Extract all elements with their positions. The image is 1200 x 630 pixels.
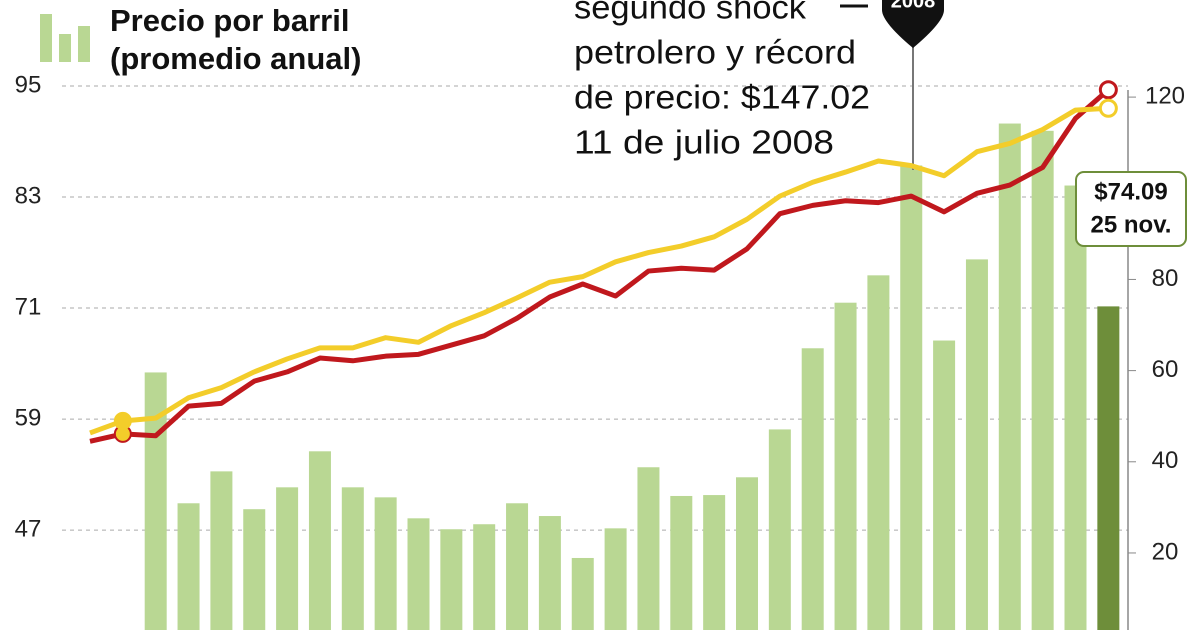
bar xyxy=(177,503,200,630)
line xyxy=(89,105,1109,436)
annotation-marker-label: 2008 xyxy=(891,0,936,12)
bar xyxy=(571,557,594,630)
y2-tick-label: 40 xyxy=(1152,447,1179,474)
y-tick-label: 71 xyxy=(15,293,42,320)
callout-date: 25 nov. xyxy=(1091,211,1172,238)
point-marker xyxy=(113,411,132,430)
bar xyxy=(374,497,397,630)
bar xyxy=(243,509,266,630)
callout: $74.09 25 nov. xyxy=(1075,171,1187,247)
annotation-text: petrolero y récord xyxy=(574,34,856,71)
point-marker xyxy=(1098,80,1118,100)
bar xyxy=(768,429,791,630)
annotation-marker xyxy=(882,0,944,48)
bar xyxy=(900,165,923,630)
bar xyxy=(1097,306,1120,630)
bar xyxy=(998,123,1021,630)
data-label: $74.09 xyxy=(1094,178,1167,205)
bar xyxy=(637,467,660,630)
line xyxy=(89,87,1110,444)
y2-tick-label: 20 xyxy=(1152,538,1179,565)
bar xyxy=(604,528,627,630)
bar xyxy=(801,348,824,630)
annotation-text: 11 de julio 2008 xyxy=(574,124,834,161)
y2-tick-label: 120 xyxy=(1145,82,1185,109)
y2-tick-label: 60 xyxy=(1152,356,1179,383)
y-tick-label: 47 xyxy=(15,515,42,542)
bar xyxy=(1064,185,1087,630)
annotation-text: de precio: $147.02 xyxy=(574,79,870,116)
bar xyxy=(473,524,496,630)
bar xyxy=(703,495,726,630)
y-tick-label: 95 xyxy=(15,71,42,98)
bar xyxy=(308,451,331,630)
callout-box xyxy=(1075,171,1187,247)
bar xyxy=(276,487,299,630)
bar xyxy=(538,516,561,630)
legend-label: Precio por barril (promedio anual) xyxy=(110,3,362,76)
bar xyxy=(341,487,364,630)
bar xyxy=(440,529,463,630)
annotation-text: segundo shock xyxy=(574,0,807,26)
y-tick-label: 59 xyxy=(15,404,42,431)
point-marker xyxy=(1098,98,1118,118)
bar xyxy=(407,518,430,630)
bar xyxy=(867,275,890,630)
bar xyxy=(933,340,956,630)
legend-icon xyxy=(40,14,90,62)
y2-tick-label: 80 xyxy=(1152,265,1179,292)
bar xyxy=(670,495,693,630)
bar xyxy=(506,503,529,630)
bar xyxy=(736,477,758,630)
bar xyxy=(1031,130,1054,630)
bar xyxy=(965,259,988,630)
bar xyxy=(834,302,857,630)
y-tick-label: 83 xyxy=(15,182,42,209)
bar xyxy=(210,471,233,630)
